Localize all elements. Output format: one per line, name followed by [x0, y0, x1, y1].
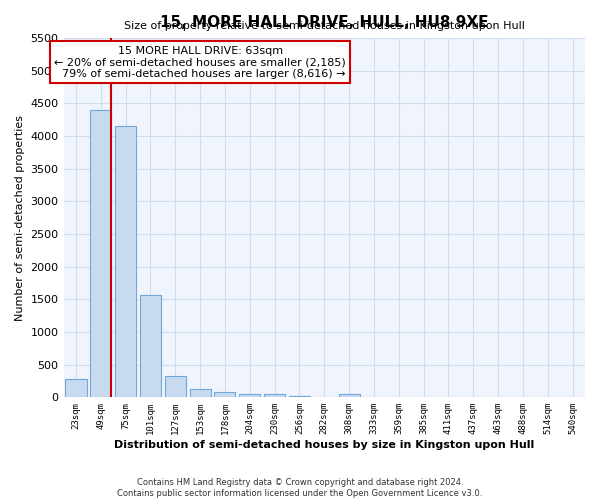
Bar: [239, 394, 260, 398]
Text: Contains HM Land Registry data © Crown copyright and database right 2024.
Contai: Contains HM Land Registry data © Crown c…: [118, 478, 482, 498]
Bar: [338, 394, 359, 398]
Bar: [214, 392, 235, 398]
Bar: [90, 110, 112, 398]
Text: 15 MORE HALL DRIVE: 63sqm  
← 20% of semi-detached houses are smaller (2,185)
  : 15 MORE HALL DRIVE: 63sqm ← 20% of semi-…: [54, 46, 346, 79]
X-axis label: Distribution of semi-detached houses by size in Kingston upon Hull: Distribution of semi-detached houses by …: [114, 440, 535, 450]
Title: 15, MORE HALL DRIVE, HULL, HU8 9XE: 15, MORE HALL DRIVE, HULL, HU8 9XE: [160, 15, 488, 30]
Bar: [115, 126, 136, 398]
Text: Size of property relative to semi-detached houses in Kingston upon Hull: Size of property relative to semi-detach…: [124, 21, 525, 31]
Y-axis label: Number of semi-detached properties: Number of semi-detached properties: [15, 114, 25, 320]
Bar: [190, 389, 211, 398]
Bar: [65, 379, 86, 398]
Bar: [165, 376, 186, 398]
Bar: [264, 394, 285, 398]
Bar: [289, 396, 310, 398]
Bar: [140, 296, 161, 398]
